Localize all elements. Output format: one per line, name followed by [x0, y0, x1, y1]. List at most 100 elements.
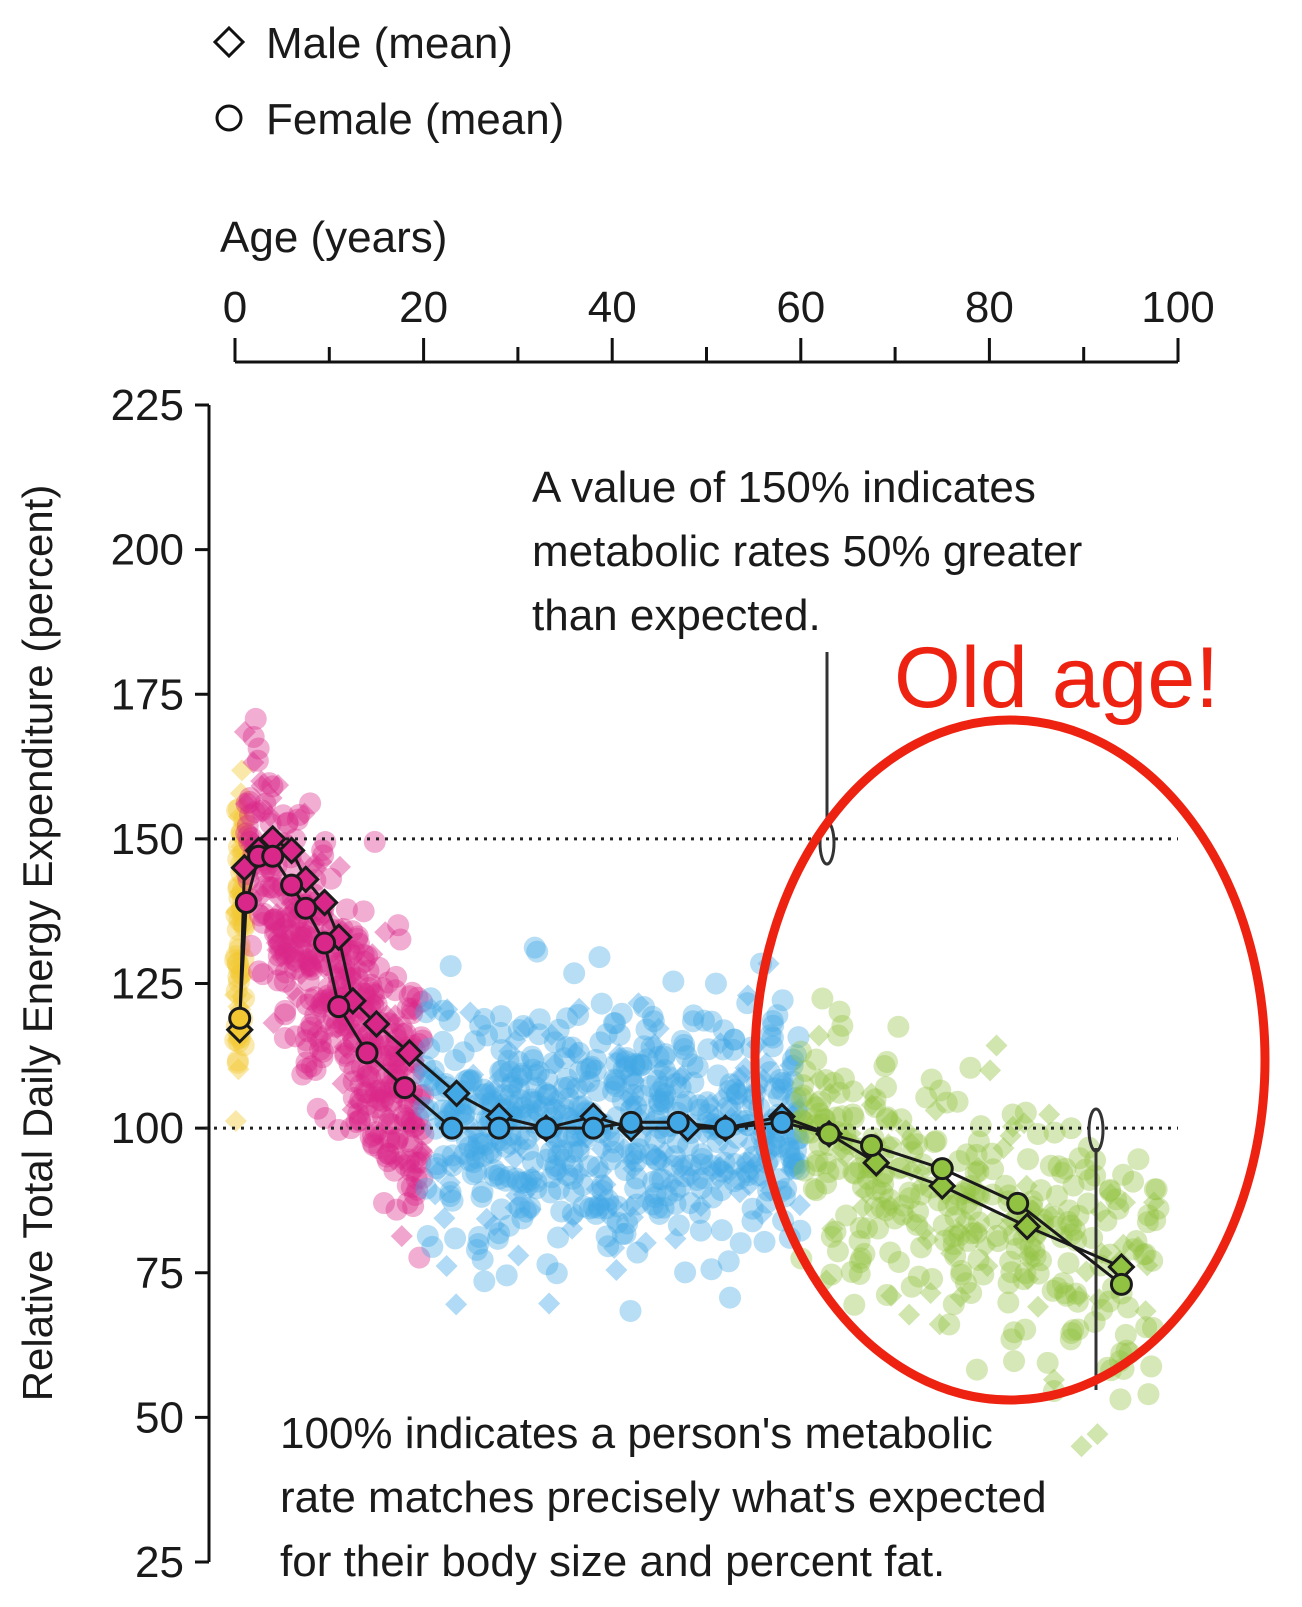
scatter-point [353, 1081, 376, 1104]
scatter-point [653, 1140, 676, 1163]
scatter-point [277, 927, 300, 950]
scatter-point [438, 1009, 461, 1032]
scatter-point [424, 1183, 447, 1206]
scatter-point [247, 960, 270, 983]
scatter-point [610, 1002, 633, 1025]
scatter-point [639, 1075, 662, 1098]
scatter-point [435, 1255, 458, 1278]
annotation-150-line-1: A value of 150% indicates [532, 463, 1036, 512]
scatter-point [880, 1284, 903, 1307]
scatter-point [942, 1233, 965, 1256]
scatter-point [787, 1127, 810, 1150]
scatter-point [252, 903, 275, 926]
scatter-point [671, 1029, 694, 1052]
scatter-point [294, 920, 317, 943]
scatter-point [848, 1230, 871, 1253]
scatter-point [863, 1196, 886, 1219]
scatter-point [239, 787, 262, 810]
scatter-point [295, 1029, 318, 1052]
scatter-point [544, 1158, 567, 1181]
scatter-point [401, 1135, 424, 1158]
scatter-point [227, 805, 250, 828]
scatter-point [1046, 1276, 1069, 1299]
scatter-point [273, 1003, 296, 1026]
scatter-point [630, 1054, 653, 1077]
male-mean-point [362, 1009, 391, 1039]
scatter-point [864, 1095, 887, 1118]
female-mean-point [440, 1116, 464, 1140]
scatter-point [263, 908, 286, 931]
annotation-100-marker [1087, 1107, 1105, 1153]
scatter-point [562, 1205, 585, 1228]
scatter-point [879, 1195, 902, 1218]
scatter-point [1058, 1199, 1081, 1222]
scatter-point [1070, 1435, 1093, 1458]
scatter-point [792, 1074, 815, 1097]
scatter-point [555, 1036, 578, 1059]
scatter-point [934, 1229, 957, 1252]
scatter-point [326, 1017, 349, 1040]
scatter-point [276, 812, 299, 835]
scatter-point [368, 1079, 391, 1102]
scatter-point [697, 1103, 720, 1126]
scatter-point [507, 1050, 530, 1073]
scatter-point [382, 1148, 405, 1171]
scatter-point [710, 1087, 733, 1110]
scatter-point [327, 1118, 350, 1141]
scatter-point [251, 911, 274, 934]
scatter-point [495, 1264, 518, 1287]
scatter-point [785, 1139, 808, 1162]
scatter-point [439, 1181, 462, 1204]
scatter-point [905, 1213, 928, 1236]
scatter-point [540, 1166, 563, 1189]
scatter-cloud [224, 707, 1170, 1458]
scatter-point [654, 1091, 677, 1114]
scatter-point [1113, 1191, 1136, 1214]
scatter-point [1051, 1161, 1074, 1184]
scatter-point [396, 1192, 419, 1215]
scatter-point [297, 1037, 320, 1060]
female-mean-point [393, 1076, 417, 1100]
scatter-point [820, 1225, 843, 1248]
scatter-point [229, 782, 252, 805]
scatter-point [299, 955, 322, 978]
y-tick-label: 150 [111, 815, 184, 864]
scatter-point [457, 1068, 480, 1091]
scatter-point [594, 1173, 617, 1196]
scatter-point [262, 908, 285, 931]
scatter-point [1063, 1218, 1086, 1241]
scatter-point [547, 1226, 570, 1249]
scatter-point [276, 811, 299, 834]
scatter-point [278, 942, 301, 965]
scatter-point [925, 1129, 948, 1152]
scatter-point [624, 1177, 647, 1200]
scatter-point [647, 1102, 670, 1125]
scatter-point [587, 1194, 610, 1217]
scatter-point [499, 1083, 522, 1106]
scatter-point [1016, 1268, 1039, 1291]
scatter-point [783, 1157, 806, 1180]
scatter-point [334, 1044, 357, 1067]
scatter-point [787, 1026, 810, 1049]
scatter-point [709, 1032, 732, 1055]
scatter-point [352, 943, 375, 966]
scatter-point [957, 1229, 980, 1252]
scatter-point [622, 1157, 645, 1180]
scatter-point [471, 1132, 494, 1155]
scatter-point [246, 749, 269, 772]
scatter-point [652, 1196, 675, 1219]
scatter-point [489, 1060, 512, 1083]
scatter-point [382, 1052, 405, 1075]
scatter-point [361, 981, 384, 1004]
scatter-point [377, 971, 400, 994]
scatter-point [556, 1126, 579, 1149]
scatter-point [1095, 1209, 1118, 1232]
scatter-point [369, 1078, 392, 1101]
scatter-point [1112, 1233, 1135, 1256]
scatter-point [398, 985, 421, 1008]
scatter-point [850, 1247, 873, 1270]
scatter-point [873, 1055, 896, 1078]
scatter-point [966, 1220, 989, 1243]
scatter-point [438, 1171, 461, 1194]
female-mean-point [581, 1116, 605, 1140]
